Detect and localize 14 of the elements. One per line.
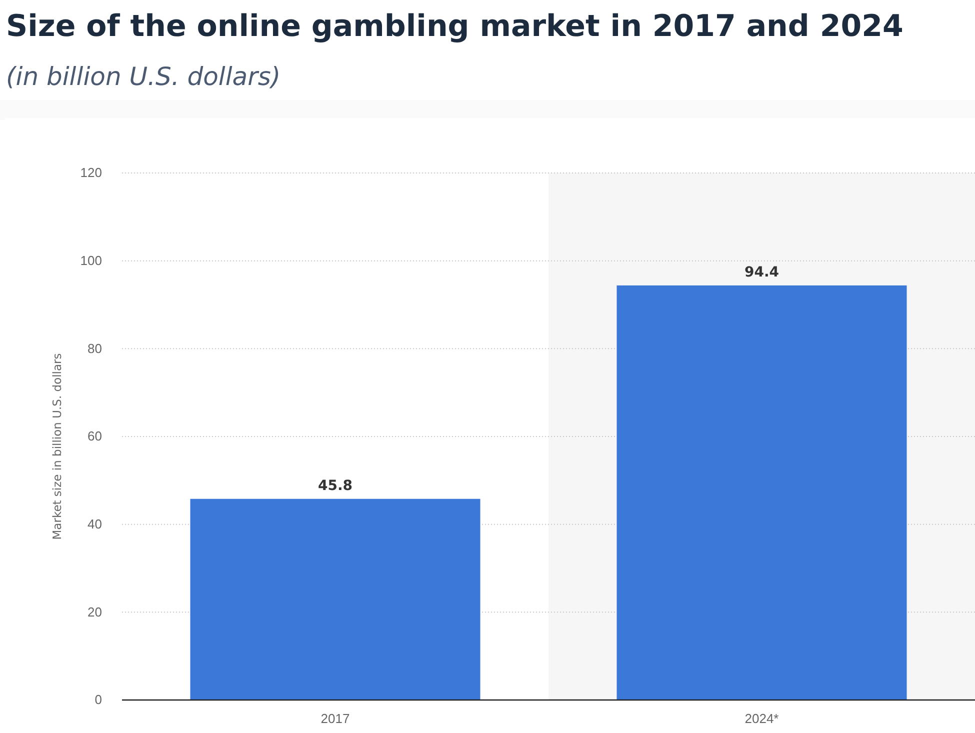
chart-subtitle: (in billion U.S. dollars) (6, 62, 281, 91)
y-axis-title: Market size in billion U.S. dollars (50, 353, 64, 540)
y-tick-label: 120 (80, 165, 102, 180)
y-tick-label: 40 (88, 516, 102, 532)
y-tick-label: 100 (80, 252, 102, 268)
x-tick-label: 2017 (320, 711, 350, 726)
x-tick-label: 2024* (744, 711, 779, 726)
data-label: 94.4 (744, 264, 780, 280)
y-tick-label: 20 (88, 604, 102, 620)
y-tick-label: 0 (94, 692, 102, 708)
chart-title: Size of the online gambling market in 2017 and 2024 (6, 9, 904, 44)
data-label: 45.8 (318, 478, 353, 494)
y-tick-label: 80 (88, 340, 102, 356)
y-tick-label: 60 (88, 428, 102, 444)
